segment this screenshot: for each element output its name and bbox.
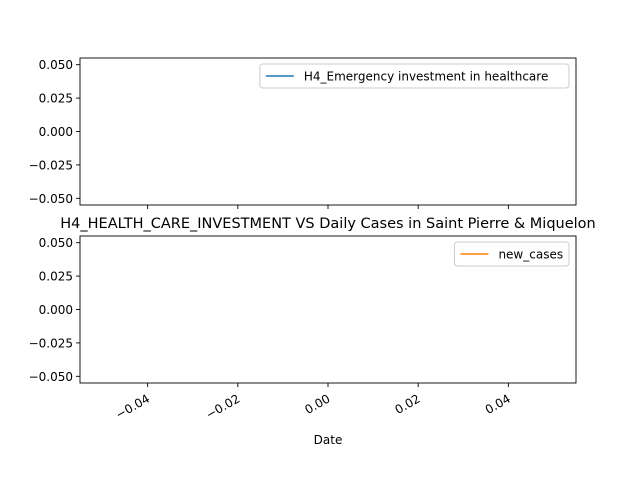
y-tick-label: 0.025: [39, 92, 73, 106]
legend-label: H4_Emergency investment in healthcare: [304, 70, 548, 84]
y-tick-label: −0.025: [29, 336, 73, 350]
legend-box: [259, 63, 570, 89]
legend: H4_Emergency investment in healthcare: [259, 63, 570, 89]
chart-panel-1: 0.050 0.025 0.000 −0.025 −0.050 H4_Emergency …: [29, 57, 577, 209]
y-tick-label: −0.050: [29, 192, 73, 206]
chart-title: H4_HEALTH_CARE_INVESTMENT VS Daily Cases…: [60, 216, 595, 232]
y-tick-label: 0.025: [39, 270, 73, 284]
y-tick-label: 0.050: [39, 58, 73, 72]
y-tick-label: −0.050: [29, 370, 73, 384]
legend: new_cases: [453, 241, 570, 267]
y-tick-label: 0.000: [39, 125, 73, 139]
y-tick-label: 0.000: [39, 303, 73, 317]
y-tick-label: 0.050: [39, 236, 73, 250]
y-tick-label: −0.025: [29, 158, 73, 172]
legend-box: [453, 241, 570, 267]
legend-label: new_cases: [498, 248, 563, 262]
x-axis-label: Date: [314, 433, 343, 447]
